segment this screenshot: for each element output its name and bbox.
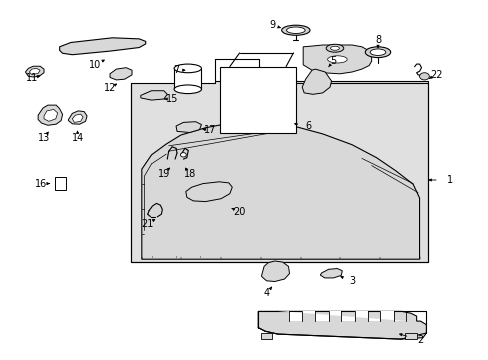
Text: 12: 12 [103, 83, 116, 93]
Text: 3: 3 [348, 276, 354, 286]
Circle shape [419, 73, 428, 80]
Text: 16: 16 [35, 179, 48, 189]
Bar [220, 67, 295, 133]
Bar [174, 68, 201, 89]
Text: 20: 20 [233, 207, 245, 217]
Text: 22: 22 [429, 70, 442, 80]
Ellipse shape [369, 49, 385, 55]
Text: 6: 6 [305, 121, 310, 131]
Polygon shape [320, 269, 342, 278]
Bar [55, 177, 65, 190]
Text: 13: 13 [38, 132, 50, 143]
Text: 10: 10 [89, 60, 102, 70]
Ellipse shape [281, 25, 309, 35]
Text: 15: 15 [165, 94, 178, 104]
Ellipse shape [174, 64, 201, 73]
Polygon shape [277, 311, 405, 321]
Polygon shape [141, 91, 167, 100]
Text: 4: 4 [263, 288, 269, 298]
Ellipse shape [327, 56, 346, 63]
Bar [131, 81, 427, 262]
Text: 19: 19 [157, 168, 170, 179]
Ellipse shape [286, 27, 305, 33]
Polygon shape [185, 182, 232, 202]
Polygon shape [110, 68, 132, 80]
Text: 21: 21 [141, 219, 154, 229]
Polygon shape [29, 68, 40, 75]
Ellipse shape [174, 85, 201, 94]
Circle shape [180, 153, 186, 157]
Ellipse shape [330, 46, 339, 50]
Text: 1: 1 [446, 175, 452, 185]
Ellipse shape [365, 47, 390, 58]
Text: 17: 17 [203, 125, 216, 135]
Polygon shape [302, 69, 331, 94]
Text: 5: 5 [330, 56, 336, 66]
Polygon shape [68, 111, 87, 124]
Polygon shape [38, 105, 62, 125]
Polygon shape [258, 311, 426, 339]
Text: 8: 8 [374, 35, 380, 45]
Ellipse shape [325, 44, 343, 52]
Bar [131, 60, 215, 83]
Text: 11: 11 [25, 73, 38, 84]
Text: 18: 18 [183, 168, 196, 179]
Polygon shape [44, 109, 58, 121]
Polygon shape [60, 38, 145, 55]
Polygon shape [72, 114, 83, 122]
Text: 14: 14 [72, 132, 84, 143]
Polygon shape [261, 261, 289, 282]
Polygon shape [303, 45, 371, 74]
Polygon shape [176, 122, 201, 132]
Polygon shape [142, 122, 419, 259]
Bar [404, 333, 416, 339]
Text: 9: 9 [269, 20, 275, 30]
Text: 7: 7 [173, 65, 179, 75]
Polygon shape [25, 66, 44, 77]
Text: 2: 2 [417, 335, 423, 345]
Bar [260, 333, 272, 339]
